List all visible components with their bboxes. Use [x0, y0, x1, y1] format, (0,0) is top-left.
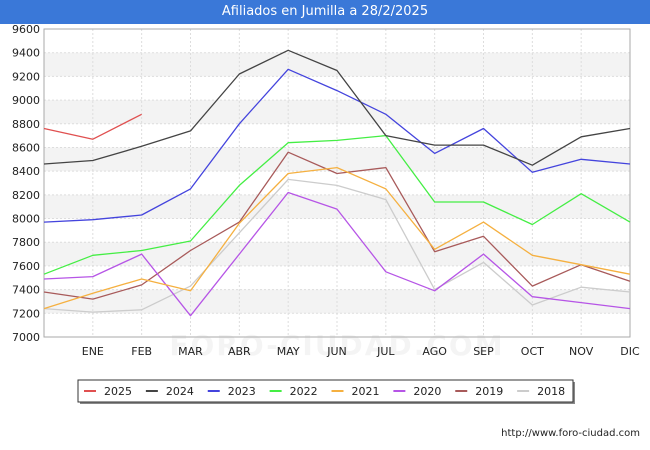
grid-band: [44, 100, 630, 124]
x-tick-label: JUN: [326, 345, 347, 358]
y-tick-label: 7000: [12, 331, 40, 344]
watermark: FORO-CIUDAD.COM: [169, 329, 504, 362]
y-tick-label: 7200: [12, 307, 40, 320]
x-tick-label: NOV: [569, 345, 594, 358]
legend-label: 2018: [537, 385, 565, 398]
series-line-2024: [43, 49, 631, 166]
legend-label: 2019: [475, 385, 503, 398]
y-tick-label: 7400: [12, 284, 40, 297]
chart-title: Afiliados en Jumilla a 28/2/2025: [0, 0, 650, 24]
line-chart: FORO-CIUDAD.COM 7000 7200 7400 7600 7800 8000 8…: [12, 24, 640, 404]
y-tick-label: 8600: [12, 141, 40, 154]
series-line-2022: [43, 134, 631, 275]
y-tick-label: 9400: [12, 47, 40, 60]
x-tick-label: AGO: [422, 345, 447, 358]
x-tick-label: ABR: [228, 345, 251, 358]
x-tick-label: JUL: [376, 345, 395, 358]
x-tick-label: ENE: [82, 345, 104, 358]
y-tick-label: 9200: [12, 70, 40, 83]
plot-border: [43, 28, 631, 338]
x-tick-label: MAY: [277, 345, 300, 358]
y-tick-label: 8000: [12, 213, 40, 226]
legend-label: 2021: [352, 385, 380, 398]
x-tick-label: FEB: [131, 345, 152, 358]
source-credit: http://www.foro-ciudad.com: [501, 428, 640, 439]
y-tick-label: 8800: [12, 118, 40, 131]
legend-label: 2023: [228, 385, 256, 398]
x-tick-label: DIC: [620, 345, 640, 358]
y-tick-label: 9600: [12, 24, 40, 36]
series-line-2020: [43, 191, 631, 317]
x-tick-label: MAR: [178, 345, 203, 358]
y-tick-label: 8400: [12, 165, 40, 178]
legend-label: 2024: [166, 385, 194, 398]
y-tick-label: 8200: [12, 189, 40, 202]
y-tick-label: 9000: [12, 94, 40, 107]
legend-label: 2025: [104, 385, 132, 398]
series-line-2025: [43, 113, 142, 140]
legend-label: 2020: [413, 385, 441, 398]
series-line-2023: [43, 68, 631, 223]
series-line-2019: [43, 151, 631, 300]
grid-band: [44, 52, 630, 77]
legend-label: 2022: [290, 385, 318, 398]
series-line-2018: [43, 178, 631, 313]
legend: [77, 379, 574, 403]
y-tick-label: 7600: [12, 260, 40, 273]
series-line-2021: [43, 166, 631, 310]
x-tick-label: SEP: [473, 345, 494, 358]
x-tick-label: OCT: [521, 345, 544, 358]
y-tick-label: 7800: [12, 236, 40, 249]
